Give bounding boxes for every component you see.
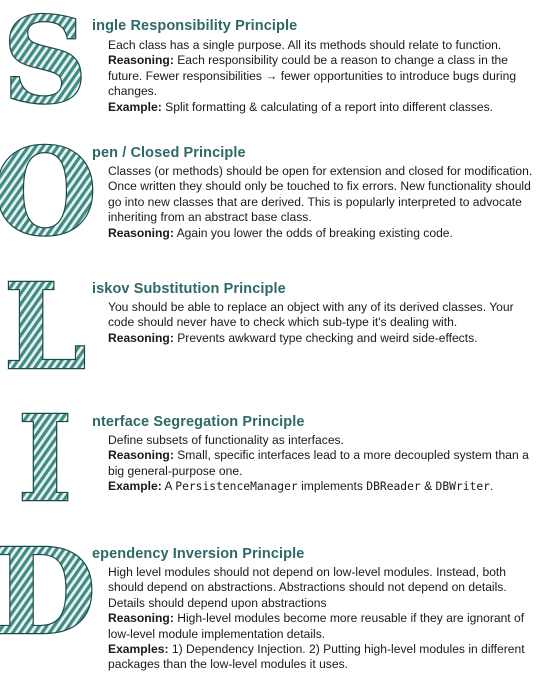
letter-l-icon: L: [2, 256, 87, 397]
principle-description: Each class has a single purpose. All its…: [108, 38, 502, 52]
principle-title: pen / Closed Principle: [92, 145, 246, 161]
principle-title: ependency Inversion Principle: [92, 546, 305, 562]
principle-example: Example: Split formatting & calculating …: [108, 99, 493, 114]
svg-text:O: O: [0, 122, 97, 263]
principle-body: Define subsets of functionality as inter…: [108, 433, 536, 495]
principle-title: nterface Segregation Principle: [92, 414, 305, 430]
svg-text:S: S: [2, 0, 87, 130]
principle-reasoning: Reasoning: Each responsibility could be …: [108, 53, 517, 99]
principle-reasoning: Reasoning: Again you lower the odds of b…: [108, 225, 453, 240]
principle-body: High level modules should not depend on …: [108, 565, 536, 673]
principle-body: Each class has a single purpose. All its…: [108, 38, 536, 115]
principle-description: Classes (or methods) should be open for …: [108, 164, 533, 225]
principle-description: High level modules should not depend on …: [108, 565, 507, 610]
letter-d-icon: D: [0, 521, 97, 662]
principle-body: Classes (or methods) should be open for …: [108, 164, 536, 241]
svg-text:D: D: [0, 522, 96, 661]
principle-example: Examples: 1) Dependency Injection. 2) Pu…: [108, 642, 525, 672]
principle-reasoning: Reasoning: High-level modules become mor…: [108, 611, 525, 641]
principle-description: You should be able to replace an object …: [108, 300, 514, 330]
principle-reasoning: Reasoning: Prevents awkward type checkin…: [108, 330, 478, 345]
letter-i-icon: I: [6, 388, 84, 529]
svg-text:I: I: [17, 389, 72, 528]
principle-example: Example: A PersistenceManager implements…: [108, 479, 494, 494]
principle-title: iskov Substitution Principle: [92, 281, 286, 297]
svg-text:L: L: [4, 257, 87, 396]
principle-reasoning: Reasoning: Small, specific interfaces le…: [108, 448, 529, 478]
principle-description: Define subsets of functionality as inter…: [108, 433, 344, 447]
letter-o-icon: O: [0, 121, 98, 264]
principle-title: ingle Responsibility Principle: [92, 18, 298, 34]
principle-body: You should be able to replace an object …: [108, 300, 536, 346]
letter-s-icon: S: [1, 0, 89, 131]
